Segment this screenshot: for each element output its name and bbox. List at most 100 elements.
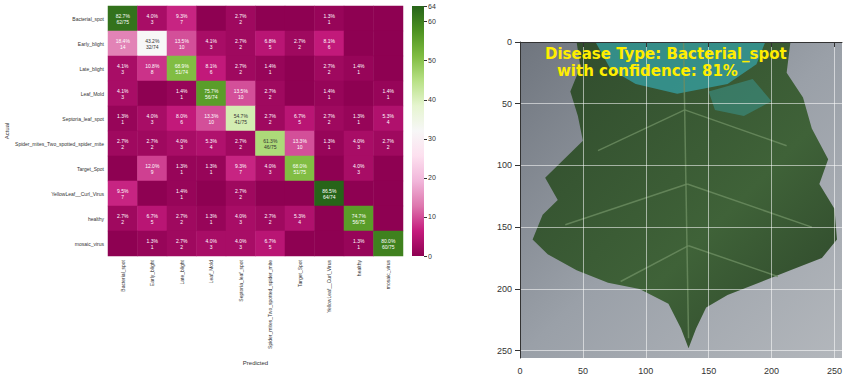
svg-text:1: 1 — [328, 19, 331, 25]
svg-text:100: 100 — [638, 366, 653, 376]
svg-text:Bacterial_spot: Bacterial_spot — [120, 259, 126, 291]
svg-text:Early_blight: Early_blight — [149, 259, 155, 286]
svg-text:4: 4 — [298, 219, 301, 225]
svg-text:10: 10 — [297, 144, 303, 150]
svg-text:7: 7 — [121, 194, 124, 200]
svg-text:41/75: 41/75 — [234, 119, 247, 125]
svg-text:YellowLeaf__Curl_Virus: YellowLeaf__Curl_Virus — [51, 191, 104, 197]
svg-text:2: 2 — [121, 219, 124, 225]
svg-text:2: 2 — [328, 119, 331, 125]
svg-text:3: 3 — [210, 44, 213, 50]
svg-text:0: 0 — [517, 366, 522, 376]
svg-text:Spider_mites_Two_spotted_spide: Spider_mites_Two_spotted_spider_mite — [267, 260, 273, 349]
svg-text:1: 1 — [151, 244, 154, 250]
svg-text:3: 3 — [239, 244, 242, 250]
svg-text:2: 2 — [239, 144, 242, 150]
svg-text:46/75: 46/75 — [264, 144, 277, 150]
svg-text:1: 1 — [121, 119, 124, 125]
svg-text:20: 20 — [428, 174, 436, 181]
svg-text:2: 2 — [269, 219, 272, 225]
svg-text:2: 2 — [269, 119, 272, 125]
svg-text:3: 3 — [151, 19, 154, 25]
svg-text:3: 3 — [121, 94, 124, 100]
svg-text:10: 10 — [428, 213, 436, 220]
svg-text:50: 50 — [578, 366, 588, 376]
svg-text:51/74: 51/74 — [175, 69, 188, 75]
svg-text:2: 2 — [239, 19, 242, 25]
svg-text:1: 1 — [357, 69, 360, 75]
svg-text:50: 50 — [428, 57, 436, 64]
svg-text:3: 3 — [180, 144, 183, 150]
svg-text:3: 3 — [357, 144, 360, 150]
svg-text:Septoria_leaf_spot: Septoria_leaf_spot — [62, 116, 104, 122]
svg-text:3: 3 — [357, 169, 360, 175]
svg-text:1: 1 — [357, 244, 360, 250]
svg-text:50: 50 — [502, 99, 512, 109]
svg-text:mosaic_virus: mosaic_virus — [385, 260, 391, 290]
svg-text:Late_blight: Late_blight — [80, 66, 105, 72]
svg-text:1: 1 — [328, 144, 331, 150]
svg-text:64: 64 — [428, 3, 436, 10]
svg-text:2: 2 — [387, 144, 390, 150]
svg-text:Spider_mites_Two_spotted_spide: Spider_mites_Two_spotted_spider_mite — [15, 141, 104, 147]
svg-text:56/75: 56/75 — [352, 219, 365, 225]
svg-text:2: 2 — [298, 44, 301, 50]
svg-text:64/74: 64/74 — [323, 194, 336, 200]
svg-text:150: 150 — [497, 222, 512, 232]
svg-text:with confidence: 81%: with confidence: 81% — [557, 62, 738, 80]
svg-text:5: 5 — [269, 44, 272, 50]
svg-text:1: 1 — [357, 119, 360, 125]
svg-text:7: 7 — [239, 169, 242, 175]
svg-text:Septoria_leaf_spot: Septoria_leaf_spot — [238, 259, 244, 301]
svg-text:healthy: healthy — [356, 260, 362, 277]
svg-text:8: 8 — [151, 69, 154, 75]
svg-text:1: 1 — [180, 94, 183, 100]
svg-text:14: 14 — [120, 44, 126, 50]
svg-text:3: 3 — [121, 69, 124, 75]
svg-text:1: 1 — [387, 94, 390, 100]
svg-text:2: 2 — [239, 194, 242, 200]
svg-text:Leaf_Mold: Leaf_Mold — [81, 91, 105, 97]
svg-text:2: 2 — [269, 94, 272, 100]
svg-text:2: 2 — [180, 244, 183, 250]
svg-text:2: 2 — [239, 44, 242, 50]
svg-text:10: 10 — [179, 44, 185, 50]
svg-text:51/75: 51/75 — [293, 169, 306, 175]
svg-text:Actual: Actual — [4, 123, 10, 140]
svg-text:2: 2 — [239, 69, 242, 75]
svg-text:2: 2 — [121, 144, 124, 150]
svg-text:56/74: 56/74 — [205, 94, 218, 100]
svg-text:3: 3 — [210, 244, 213, 250]
svg-text:9: 9 — [151, 169, 154, 175]
svg-text:4: 4 — [387, 119, 390, 125]
svg-text:3: 3 — [151, 119, 154, 125]
svg-text:6: 6 — [328, 44, 331, 50]
svg-text:1: 1 — [180, 194, 183, 200]
svg-text:100: 100 — [497, 160, 512, 170]
svg-text:1: 1 — [210, 169, 213, 175]
svg-text:30: 30 — [428, 135, 436, 142]
svg-text:62/75: 62/75 — [116, 19, 129, 25]
svg-text:5: 5 — [298, 119, 301, 125]
svg-text:7: 7 — [180, 19, 183, 25]
svg-text:40: 40 — [428, 96, 436, 103]
svg-text:200: 200 — [497, 284, 512, 294]
svg-text:10: 10 — [238, 94, 244, 100]
svg-text:Early_blight: Early_blight — [78, 41, 105, 47]
svg-text:150: 150 — [701, 366, 716, 376]
svg-text:2: 2 — [151, 144, 154, 150]
svg-text:healthy: healthy — [88, 216, 105, 222]
svg-text:60/75: 60/75 — [382, 244, 395, 250]
svg-text:10: 10 — [208, 119, 214, 125]
svg-text:1: 1 — [328, 94, 331, 100]
svg-text:mosaic_virus: mosaic_virus — [75, 241, 105, 247]
svg-text:Bacterial_spot: Bacterial_spot — [72, 16, 104, 22]
svg-text:3: 3 — [269, 169, 272, 175]
svg-text:250: 250 — [827, 366, 842, 376]
svg-text:5: 5 — [269, 244, 272, 250]
svg-text:Disease Type: Bacterial_spot: Disease Type: Bacterial_spot — [545, 45, 787, 63]
svg-text:1: 1 — [269, 69, 272, 75]
svg-text:2: 2 — [328, 69, 331, 75]
svg-text:2: 2 — [180, 219, 183, 225]
svg-text:Leaf_Mold: Leaf_Mold — [208, 260, 214, 284]
